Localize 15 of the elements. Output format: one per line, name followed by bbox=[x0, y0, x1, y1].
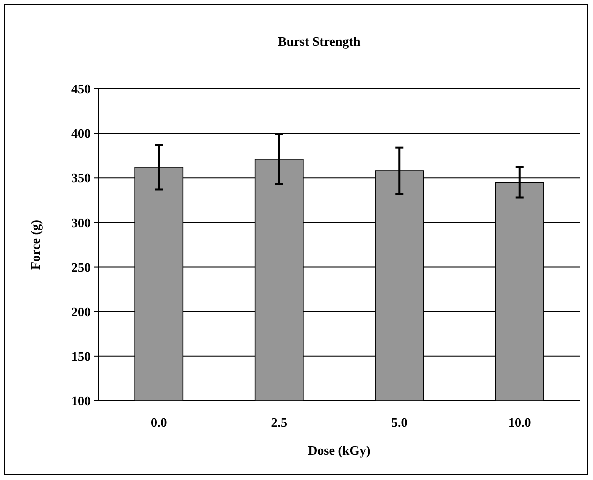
y-axis-title: Force (g) bbox=[28, 220, 43, 270]
y-tick-label: 150 bbox=[72, 348, 91, 364]
y-tick-label: 100 bbox=[72, 394, 91, 409]
y-tick-label: 200 bbox=[72, 304, 91, 320]
x-tick-label: 10.0 bbox=[508, 415, 532, 430]
x-tick-label: 2.5 bbox=[271, 415, 288, 430]
y-tick-label: 450 bbox=[72, 82, 91, 97]
x-tick-label: 0.0 bbox=[151, 415, 168, 430]
y-tick-label: 350 bbox=[72, 170, 91, 186]
y-tick-label: 300 bbox=[72, 215, 91, 230]
y-tick-label: 400 bbox=[72, 126, 91, 142]
chart-title: Burst Strength bbox=[278, 34, 362, 49]
x-axis-title: Dose (kGy) bbox=[308, 443, 371, 458]
x-tick-label: 5.0 bbox=[392, 415, 408, 430]
y-tick-label: 250 bbox=[72, 260, 91, 275]
